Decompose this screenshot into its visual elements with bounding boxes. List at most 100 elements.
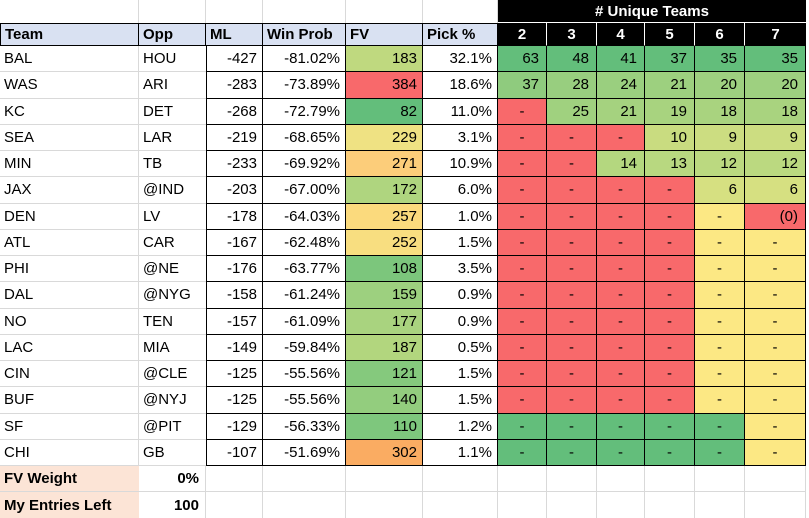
ml-cell[interactable]: -125 [206, 387, 263, 414]
unique-3-cell[interactable]: - [547, 308, 597, 335]
team-cell[interactable]: DEN [0, 203, 139, 230]
unique-6-cell[interactable]: 20 [695, 72, 745, 99]
fv-cell[interactable]: 229 [346, 124, 423, 151]
unique-6-cell[interactable]: 9 [695, 124, 745, 151]
unique-7-cell[interactable]: 6 [745, 177, 806, 204]
team-cell[interactable]: ATL [0, 229, 139, 256]
unique-5-cell[interactable]: - [645, 177, 695, 204]
unique-4-cell[interactable]: - [597, 177, 645, 204]
pick-pct-cell[interactable]: 10.9% [423, 151, 498, 178]
unique-4-cell[interactable]: - [597, 229, 645, 256]
unique-4-cell[interactable]: - [597, 361, 645, 388]
unique-2-cell[interactable]: - [498, 124, 547, 151]
unique-4-cell[interactable]: - [597, 282, 645, 309]
unique-7-cell[interactable]: - [745, 256, 806, 283]
unique-3-cell[interactable]: - [547, 151, 597, 178]
unique-3-cell[interactable]: - [547, 124, 597, 151]
unique-4-cell[interactable]: - [597, 308, 645, 335]
unique-5-cell[interactable]: 37 [645, 46, 695, 73]
unique-7-cell[interactable]: - [745, 387, 806, 414]
fv-cell[interactable]: 177 [346, 308, 423, 335]
team-cell[interactable]: JAX [0, 177, 139, 204]
ml-cell[interactable]: -149 [206, 334, 263, 361]
opp-cell[interactable]: GB [139, 439, 206, 466]
pick-pct-cell[interactable]: 0.9% [423, 282, 498, 309]
fv-cell[interactable]: 302 [346, 439, 423, 466]
unique-3-cell[interactable]: 48 [547, 46, 597, 73]
unique-7-cell[interactable]: - [745, 334, 806, 361]
pick-pct-cell[interactable]: 6.0% [423, 177, 498, 204]
unique-4-cell[interactable]: 14 [597, 151, 645, 178]
fv-cell[interactable]: 257 [346, 203, 423, 230]
unique-7-cell[interactable]: 35 [745, 46, 806, 73]
win-prob-cell[interactable]: -62.48% [263, 229, 346, 256]
col-header-win-prob[interactable]: Win Prob [263, 23, 346, 46]
unique-6-cell[interactable]: 12 [695, 151, 745, 178]
unique-5-cell[interactable]: - [645, 387, 695, 414]
fv-cell[interactable]: 384 [346, 72, 423, 99]
pick-pct-cell[interactable]: 0.5% [423, 334, 498, 361]
unique-7-cell[interactable]: 9 [745, 124, 806, 151]
unique-2-cell[interactable]: - [498, 98, 547, 125]
win-prob-cell[interactable]: -59.84% [263, 334, 346, 361]
fv-cell[interactable]: 187 [346, 334, 423, 361]
col-header-team[interactable]: Team [0, 23, 139, 46]
unique-3-cell[interactable]: - [547, 203, 597, 230]
col-header-fv[interactable]: FV [346, 23, 423, 46]
unique-7-cell[interactable]: 12 [745, 151, 806, 178]
unique-5-cell[interactable]: - [645, 282, 695, 309]
pick-pct-cell[interactable]: 0.9% [423, 308, 498, 335]
opp-cell[interactable]: ARI [139, 72, 206, 99]
unique-7-cell[interactable]: - [745, 439, 806, 466]
opp-cell[interactable]: HOU [139, 46, 206, 73]
unique-3-cell[interactable]: - [547, 334, 597, 361]
unique-5-cell[interactable]: 19 [645, 98, 695, 125]
unique-5-cell[interactable]: - [645, 439, 695, 466]
unique-7-cell[interactable]: - [745, 413, 806, 440]
col-header-unique-3[interactable]: 3 [547, 23, 597, 46]
unique-2-cell[interactable]: 37 [498, 72, 547, 99]
pick-pct-cell[interactable]: 1.0% [423, 203, 498, 230]
ml-cell[interactable]: -427 [206, 46, 263, 73]
unique-6-cell[interactable]: - [695, 413, 745, 440]
unique-7-cell[interactable]: 18 [745, 98, 806, 125]
team-cell[interactable]: WAS [0, 72, 139, 99]
team-cell[interactable]: LAC [0, 334, 139, 361]
unique-6-cell[interactable]: - [695, 439, 745, 466]
unique-6-cell[interactable]: 35 [695, 46, 745, 73]
unique-3-cell[interactable]: - [547, 439, 597, 466]
unique-7-cell[interactable]: (0) [745, 203, 806, 230]
unique-6-cell[interactable]: - [695, 387, 745, 414]
footer-value[interactable]: 0% [139, 466, 206, 492]
pick-pct-cell[interactable]: 1.5% [423, 387, 498, 414]
win-prob-cell[interactable]: -81.02% [263, 46, 346, 73]
col-header-pick[interactable]: Pick % [423, 23, 498, 46]
opp-cell[interactable]: CAR [139, 229, 206, 256]
unique-3-cell[interactable]: 28 [547, 72, 597, 99]
unique-2-cell[interactable]: - [498, 282, 547, 309]
fv-cell[interactable]: 172 [346, 177, 423, 204]
unique-4-cell[interactable]: 41 [597, 46, 645, 73]
footer-value[interactable]: 100 [139, 492, 206, 518]
ml-cell[interactable]: -158 [206, 282, 263, 309]
unique-4-cell[interactable]: - [597, 203, 645, 230]
unique-5-cell[interactable]: - [645, 203, 695, 230]
unique-2-cell[interactable]: - [498, 256, 547, 283]
fv-cell[interactable]: 183 [346, 46, 423, 73]
opp-cell[interactable]: TEN [139, 308, 206, 335]
ml-cell[interactable]: -176 [206, 256, 263, 283]
unique-6-cell[interactable]: 6 [695, 177, 745, 204]
fv-cell[interactable]: 121 [346, 361, 423, 388]
unique-5-cell[interactable]: - [645, 413, 695, 440]
unique-6-cell[interactable]: - [695, 229, 745, 256]
team-cell[interactable]: CIN [0, 361, 139, 388]
team-cell[interactable]: SEA [0, 124, 139, 151]
col-header-unique-5[interactable]: 5 [645, 23, 695, 46]
unique-6-cell[interactable]: 18 [695, 98, 745, 125]
opp-cell[interactable]: DET [139, 98, 206, 125]
col-header-ml[interactable]: ML [206, 23, 263, 46]
ml-cell[interactable]: -203 [206, 177, 263, 204]
unique-3-cell[interactable]: - [547, 387, 597, 414]
unique-4-cell[interactable]: - [597, 256, 645, 283]
pick-pct-cell[interactable]: 32.1% [423, 46, 498, 73]
